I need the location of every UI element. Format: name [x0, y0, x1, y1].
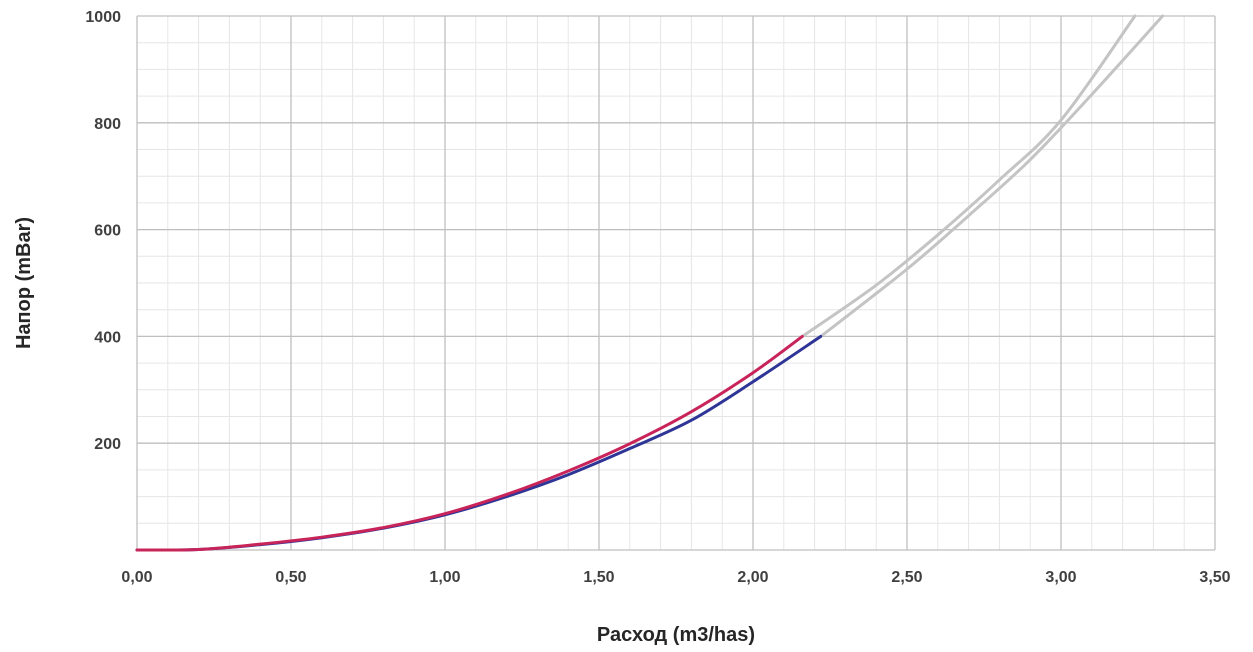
x-tick-label: 2,50	[891, 569, 922, 586]
minor-grid	[137, 16, 1215, 550]
x-tick-label: 1,00	[429, 569, 460, 586]
series-line-1	[800, 14, 1137, 338]
y-tick-label: 600	[94, 223, 121, 240]
x-tick-label: 1,50	[583, 569, 614, 586]
series-line-4	[135, 334, 804, 552]
x-axis-title: Расход (m3/has)	[597, 624, 755, 646]
y-tick-label: 200	[94, 436, 121, 453]
x-tick-label: 2,00	[737, 569, 768, 586]
y-tick-label: 1000	[85, 9, 121, 26]
series-line-2	[819, 14, 1165, 338]
x-tick-label: 3,50	[1199, 569, 1230, 586]
y-tick-label: 800	[94, 116, 121, 133]
series-layer	[135, 14, 1165, 552]
x-tick-label: 0,00	[121, 569, 152, 586]
x-tick-label: 3,00	[1045, 569, 1076, 586]
major-grid	[136, 15, 1216, 551]
tick-labels: 0,00 0,50 1,00 1,50 2,00 2,50 3,00 3,50 200 400 60…	[85, 9, 1230, 586]
y-tick-label: 400	[94, 329, 121, 346]
x-tick-label: 0,50	[275, 569, 306, 586]
y-axis-title: Напор (mBar)	[13, 217, 35, 349]
